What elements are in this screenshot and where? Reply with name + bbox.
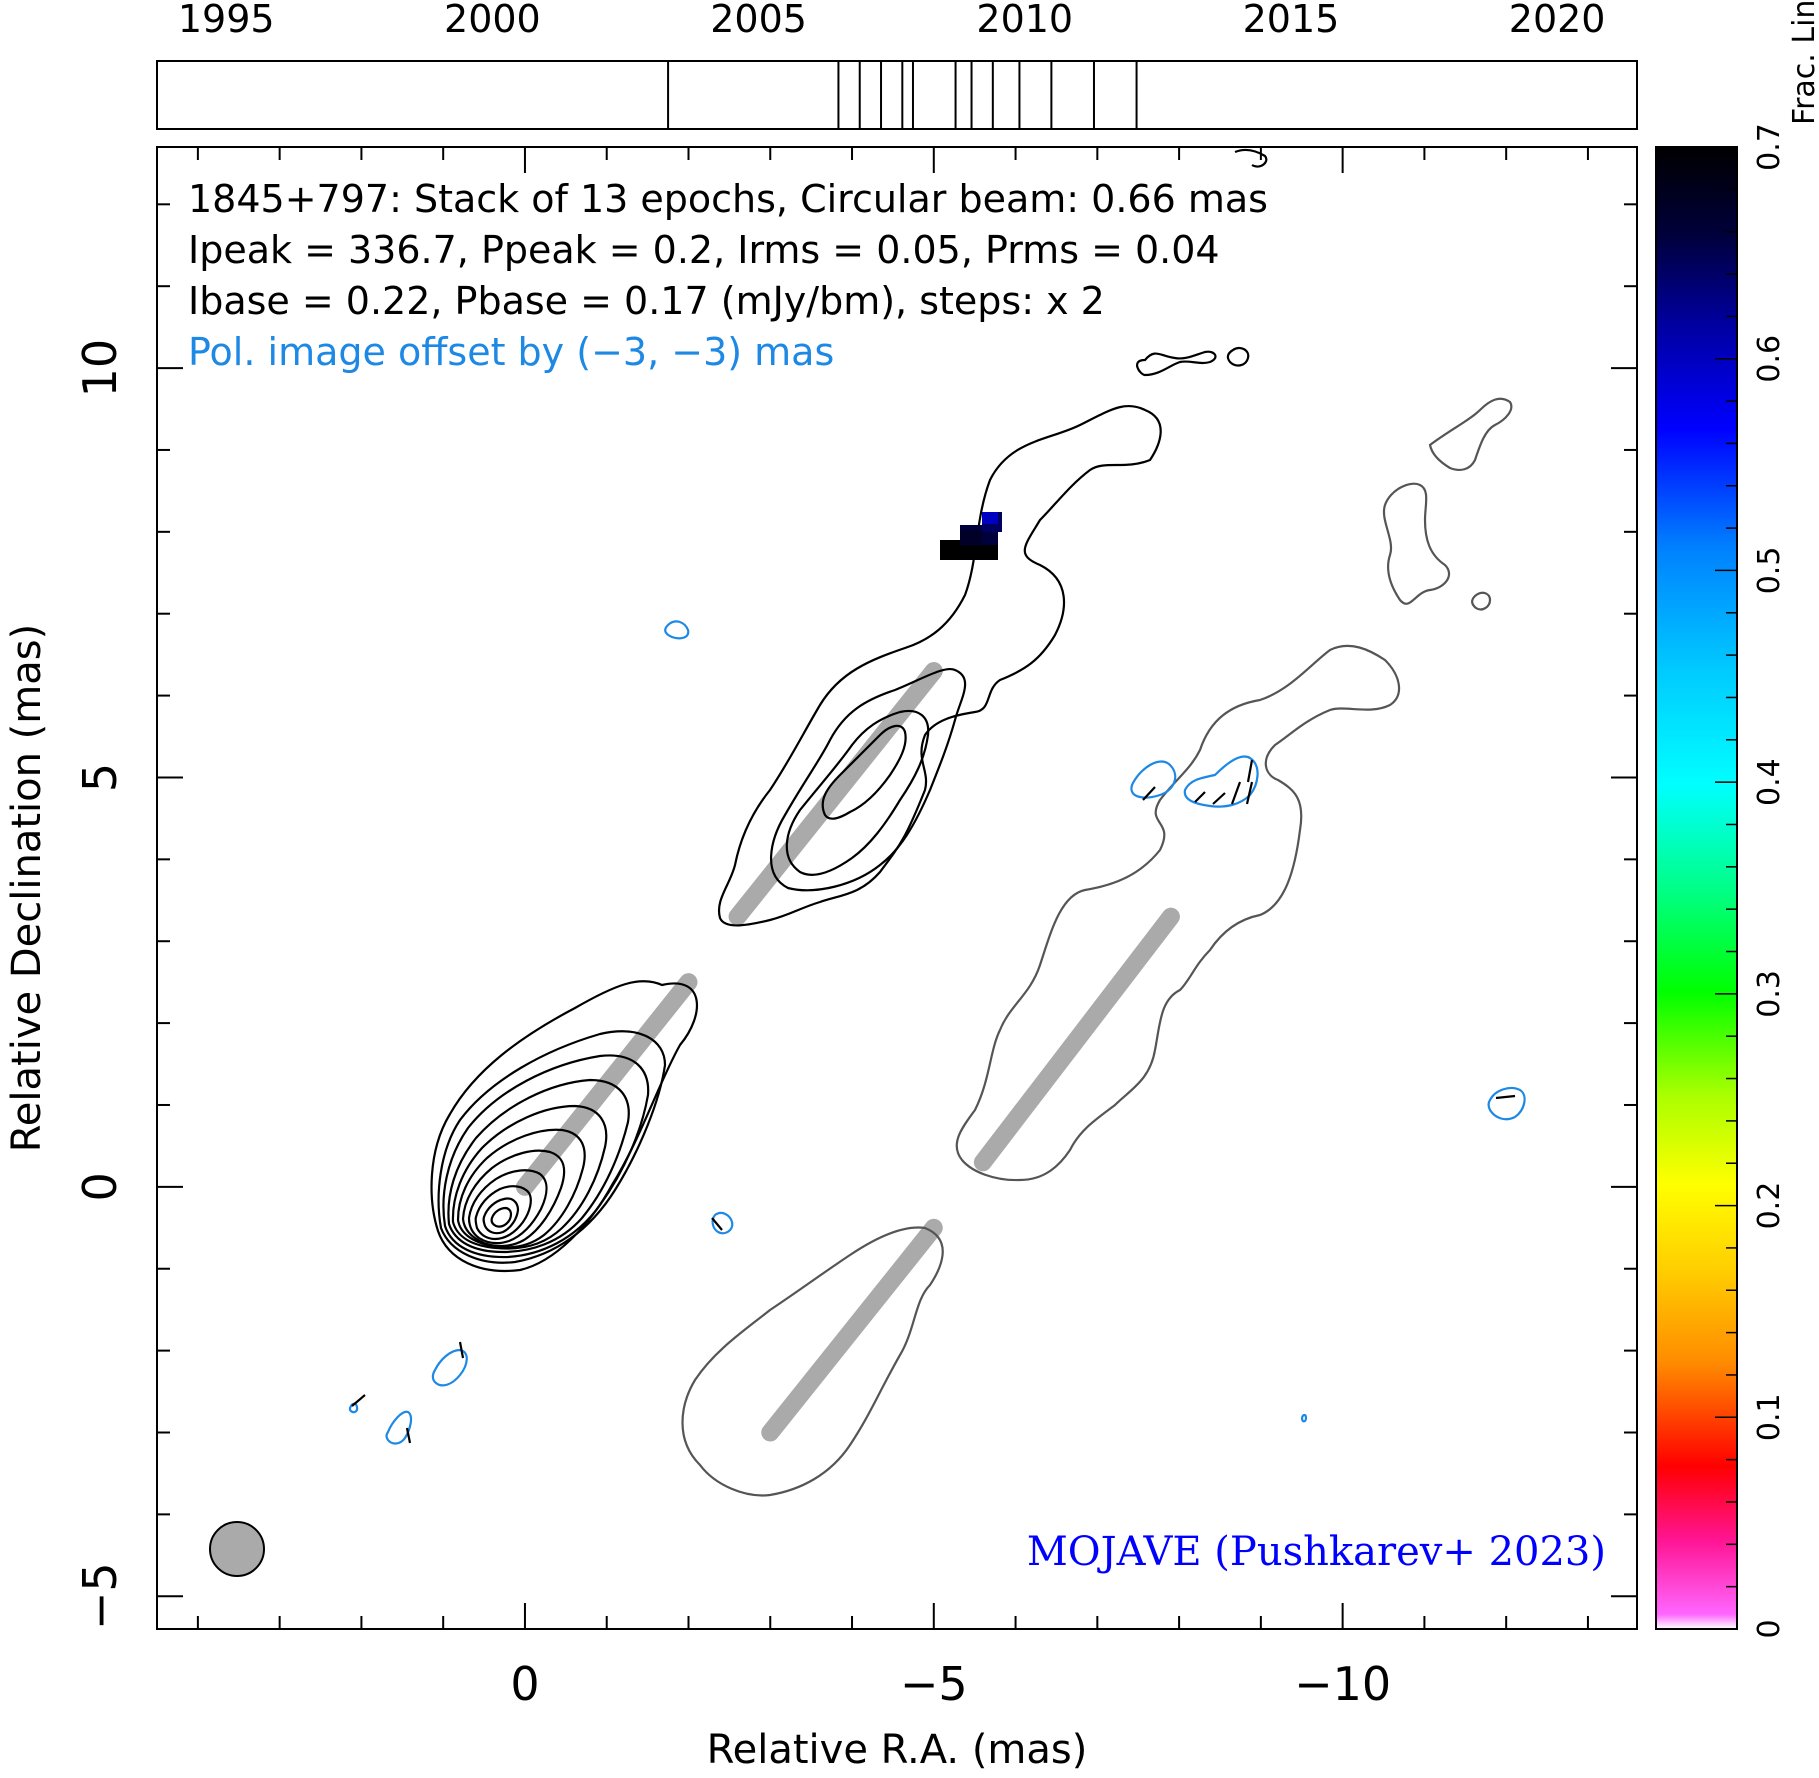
timeline-year-label: 2000 (444, 0, 541, 41)
island-top-right (1136, 350, 1217, 377)
island-top-edge (1234, 148, 1268, 168)
frac-pol-cell (982, 512, 998, 524)
evpa-tick (1246, 759, 1254, 783)
blue-pol-contours (348, 620, 1526, 1445)
blue-island-9 (1300, 1413, 1308, 1423)
knot-contour-outer (717, 405, 1162, 927)
blue-island-1 (664, 620, 690, 640)
knot-contour-3 (785, 709, 930, 876)
evpa-tick (1142, 786, 1156, 801)
timeline-year-label: 2010 (976, 0, 1073, 41)
blue-island-4 (1487, 1086, 1526, 1121)
pol-contour-right-island (1382, 482, 1451, 605)
knot-contour-2 (770, 667, 967, 892)
frac-pol-patch (940, 512, 1002, 560)
evpa-tick (1212, 792, 1226, 805)
core-contour-8 (467, 1169, 548, 1245)
x-tick-label: −10 (1294, 1657, 1391, 1711)
map-panel: 0 −5 −10 −5 0 5 10 (73, 146, 1638, 1711)
timeline-frame (156, 60, 1638, 130)
pol-contour-small-circle (1471, 591, 1492, 611)
core-contour-4 (447, 1078, 630, 1254)
plot-frame (156, 146, 1638, 1630)
colorbar-tick-label: 0.5 (1752, 547, 1787, 595)
colorbar-tick-label: 0.3 (1752, 970, 1787, 1018)
evpa-tick (1230, 781, 1242, 805)
core-contour-3 (442, 1054, 650, 1259)
evpa-tick (1495, 1094, 1516, 1100)
x-tick-label: −5 (900, 1657, 968, 1711)
colorbar-frame (1655, 146, 1738, 1630)
y-tick-label: −5 (73, 1562, 127, 1630)
blue-island-6 (431, 1348, 468, 1387)
pol-contour-right-arc (1428, 397, 1513, 471)
blue-island-2 (1130, 760, 1177, 799)
pol-contours (681, 397, 1513, 1497)
map-content (209, 148, 1526, 1577)
y-axis-label: Relative Declination (mas) (4, 624, 50, 1152)
colorbar-tick-label: 0.4 (1752, 758, 1787, 806)
colorbar-gradient (1656, 147, 1737, 1629)
timeline-panel: 1995 2000 2005 2010 2015 2020 (156, 0, 1638, 130)
evpa-tick (458, 1341, 465, 1359)
evpa-tick (1245, 781, 1254, 805)
title-line-1: 1845+797: Stack of 13 epochs, Circular b… (188, 177, 1268, 221)
colorbar-tick-label: 0 (1752, 1619, 1787, 1638)
timeline-year-label: 2005 (710, 0, 807, 41)
y-tick-label: 5 (73, 763, 127, 792)
colorbar-tick-label: 0.6 (1752, 335, 1787, 383)
credit-label: MOJAVE (Pushkarev+ 2023) (1027, 1529, 1606, 1575)
y-tick-label: 0 (73, 1172, 127, 1201)
colorbar-tick-label: 0.2 (1752, 1182, 1787, 1230)
colorbar: 0 0.1 0.2 0.3 0.4 0.5 0.6 0.7 Frac. Lin. Pol. (1655, 0, 1819, 1639)
ridge-line (761, 1218, 943, 1442)
stokes-i-core-contours (430, 980, 699, 1272)
x-tick-label: 0 (510, 1657, 539, 1711)
colorbar-tick-label: 0.7 (1752, 123, 1787, 171)
x-axis-label: Relative R.A. (mas) (707, 1727, 1088, 1773)
stokes-i-islands (1136, 148, 1268, 377)
ridge-line (973, 907, 1180, 1172)
ridge-line (515, 973, 698, 1196)
timeline-year-label: 2020 (1509, 0, 1606, 41)
core-contour-outer (430, 980, 699, 1272)
blue-island-7 (385, 1410, 413, 1445)
core-contour-11 (490, 1206, 513, 1228)
core-contour-7 (461, 1149, 566, 1248)
island-small-circle (1226, 346, 1250, 367)
evpa-tick (405, 1427, 412, 1444)
title-line-2: Ipeak = 336.7, Ppeak = 0.2, Irms = 0.05,… (188, 228, 1220, 272)
pol-contour-lower (681, 1226, 944, 1497)
evpa-tick (1194, 791, 1206, 803)
core-contour-2 (437, 1030, 667, 1264)
y-tick-label: 10 (73, 339, 127, 398)
core-contour-10 (482, 1197, 520, 1235)
title-line-3: Ibase = 0.22, Pbase = 0.17 (mJy/bm), ste… (188, 279, 1105, 323)
core-contour-9 (474, 1185, 532, 1241)
timeline-year-label: 1995 (178, 0, 275, 41)
evpa-ticks (351, 759, 1516, 1444)
colorbar-label: Frac. Lin. Pol. (1787, 0, 1819, 125)
evpa-tick (711, 1217, 723, 1231)
beam-ellipse (209, 1521, 265, 1577)
pol-contour-upper (955, 644, 1401, 1182)
colorbar-tick-label: 0.1 (1752, 1393, 1787, 1441)
evpa-tick (351, 1394, 366, 1407)
knot-contour-4 (821, 724, 907, 820)
blue-island-5 (711, 1211, 734, 1235)
frac-pol-cell (960, 530, 982, 544)
timeline-year-label: 2015 (1243, 0, 1340, 41)
blue-island-3 (1183, 755, 1259, 808)
stokes-i-knot-contours (717, 405, 1162, 927)
offset-note: Pol. image offset by (−3, −3) mas (188, 330, 834, 374)
